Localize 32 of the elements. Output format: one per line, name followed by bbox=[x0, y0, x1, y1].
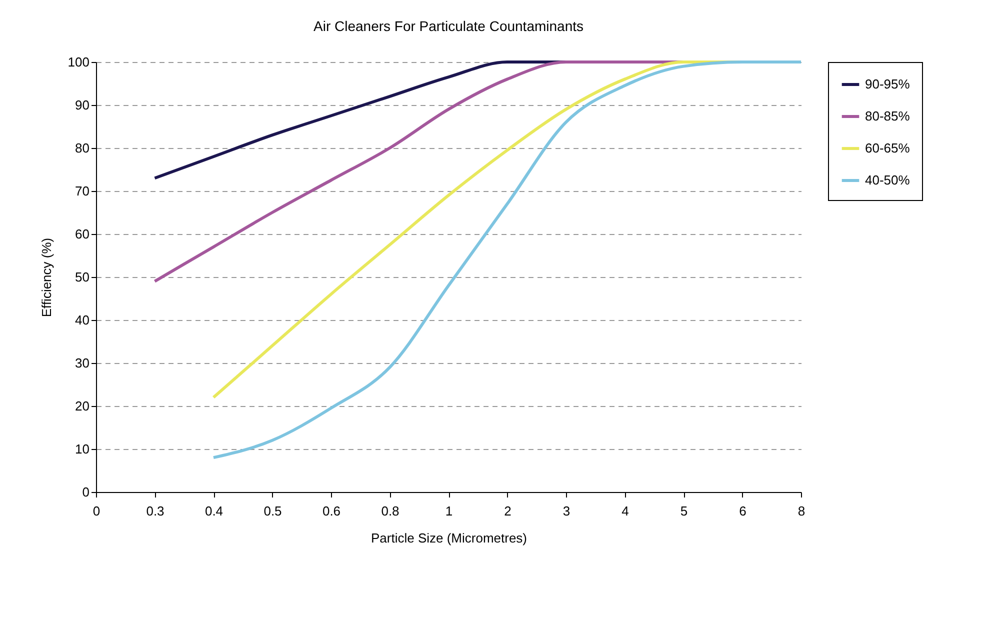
legend-label: 40-50% bbox=[865, 172, 910, 188]
x-tick-label: 5 bbox=[680, 504, 688, 518]
x-tick-label: 0.6 bbox=[322, 504, 341, 518]
x-tick-label: 6 bbox=[739, 504, 746, 518]
chart-title: Air Cleaners For Particulate Countaminants bbox=[313, 18, 584, 34]
x-axis-title: Particle Size (Micrometres) bbox=[370, 530, 528, 546]
legend-label: 90-95% bbox=[865, 76, 910, 92]
x-tick-label: 0.3 bbox=[146, 504, 164, 518]
line-series bbox=[212, 60, 802, 460]
y-tick-label: 90 bbox=[75, 98, 90, 112]
x-tick-label: 3 bbox=[562, 504, 570, 518]
y-tick-label: 30 bbox=[75, 356, 90, 370]
x-tick-label: 4 bbox=[622, 504, 629, 518]
x-tick-label: 2 bbox=[504, 504, 512, 518]
x-tick-label: 0.5 bbox=[264, 504, 282, 518]
y-tick-label: 80 bbox=[75, 140, 90, 156]
y-axis-title: Efficiency (%) bbox=[38, 238, 54, 318]
y-tick-label: 20 bbox=[75, 398, 90, 414]
y-tick-label: 40 bbox=[75, 312, 90, 328]
y-tick-label: 70 bbox=[75, 184, 90, 198]
x-tick-label: 0 bbox=[92, 504, 100, 518]
x-tick-label: 0.8 bbox=[381, 504, 400, 518]
y-tick-label: 0 bbox=[82, 484, 90, 500]
y-tick-label: 100 bbox=[68, 54, 90, 70]
x-tick-label: 8 bbox=[798, 504, 806, 518]
y-tick-label: 60 bbox=[75, 226, 90, 242]
y-tick-label: 10 bbox=[75, 442, 90, 456]
legend-label: 60-65% bbox=[865, 140, 910, 156]
y-tick-label: 50 bbox=[75, 270, 90, 284]
x-tick-label: 1 bbox=[445, 504, 453, 518]
x-tick-label: 0.4 bbox=[204, 504, 224, 518]
legend-label: 80-85% bbox=[865, 108, 910, 124]
